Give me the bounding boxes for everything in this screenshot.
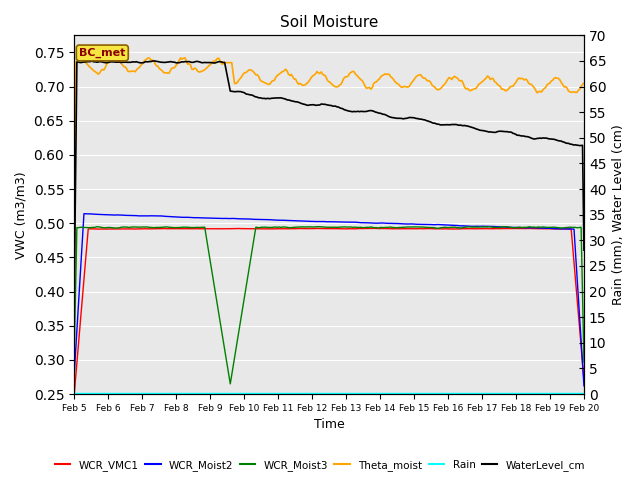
Text: BC_met: BC_met <box>79 48 125 58</box>
Title: Soil Moisture: Soil Moisture <box>280 15 378 30</box>
Y-axis label: Rain (mm), Water Level (cm): Rain (mm), Water Level (cm) <box>612 124 625 305</box>
X-axis label: Time: Time <box>314 419 344 432</box>
Y-axis label: VWC (m3/m3): VWC (m3/m3) <box>15 171 28 259</box>
Legend: WCR_VMC1, WCR_Moist2, WCR_Moist3, Theta_moist, Rain, WaterLevel_cm: WCR_VMC1, WCR_Moist2, WCR_Moist3, Theta_… <box>51 456 589 475</box>
